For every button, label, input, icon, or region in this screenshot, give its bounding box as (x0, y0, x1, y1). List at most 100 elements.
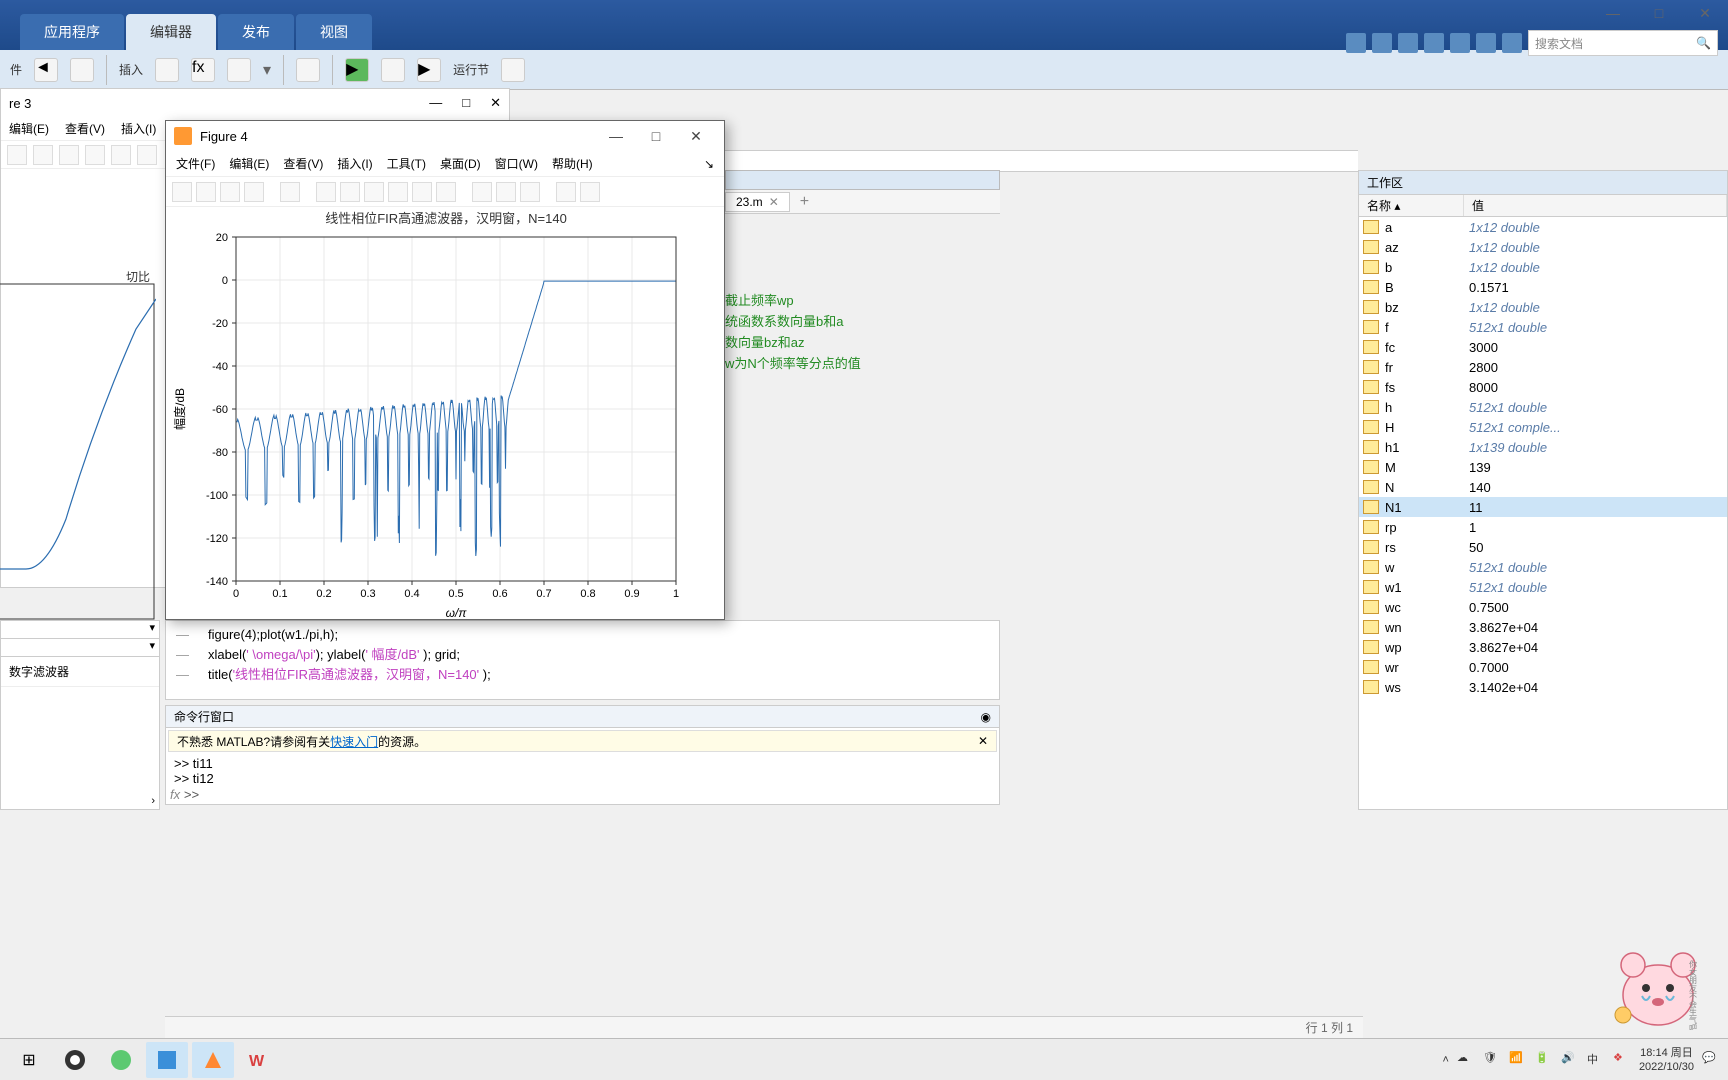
fig4-zoomin-icon[interactable] (316, 182, 336, 202)
ws-row[interactable]: M 139 (1359, 457, 1727, 477)
fig4-menu-window[interactable]: 窗口(W) (495, 155, 538, 172)
tray-ime[interactable]: 中 (1587, 1051, 1605, 1069)
search-input[interactable]: 搜索文档 🔍 (1528, 30, 1718, 56)
tray-battery[interactable]: 🔋 (1535, 1051, 1553, 1069)
left-panel-expand[interactable]: › (151, 795, 155, 807)
fig3-close[interactable]: ✕ (490, 95, 501, 111)
ws-row[interactable]: fs 8000 (1359, 377, 1727, 397)
run-icon[interactable]: ▶ (345, 58, 369, 82)
fig3-tool-arrow[interactable] (33, 145, 53, 165)
ws-row[interactable]: N1 11 (1359, 497, 1727, 517)
ws-row[interactable]: w1 512x1 double (1359, 577, 1727, 597)
fig3-tool-rotate[interactable] (137, 145, 157, 165)
info-icon[interactable] (1502, 33, 1522, 53)
tab-view[interactable]: 视图 (296, 14, 372, 50)
layout-icon[interactable] (1476, 33, 1496, 53)
tray-wifi[interactable]: 📶 (1509, 1051, 1527, 1069)
ws-row[interactable]: h 512x1 double (1359, 397, 1727, 417)
left-panel-item[interactable]: 数字滤波器 (1, 657, 159, 687)
left-panel-dropdown[interactable]: ▾ (1, 621, 159, 639)
tab-app[interactable]: 应用程序 (20, 14, 124, 50)
editor-tab-file[interactable]: 23.m✕ (725, 192, 790, 212)
task-matlab[interactable] (192, 1042, 234, 1078)
help-icon[interactable] (1450, 33, 1470, 53)
tray-app[interactable]: ❖ (1613, 1051, 1631, 1069)
insert-section-icon[interactable] (155, 58, 179, 82)
fig3-tool-pan[interactable] (111, 145, 131, 165)
run-advance-icon[interactable] (381, 58, 405, 82)
ws-header-name[interactable]: 名称 ▴ (1359, 195, 1464, 216)
ws-row[interactable]: h1 1x139 double (1359, 437, 1727, 457)
fig4-menu-desktop[interactable]: 桌面(D) (440, 155, 481, 172)
fig4-link-icon[interactable] (472, 182, 492, 202)
fig4-minimize[interactable]: — (596, 122, 636, 150)
ws-row[interactable]: bz 1x12 double (1359, 297, 1727, 317)
fig4-maximize[interactable]: □ (636, 122, 676, 150)
editor-tab-close[interactable]: ✕ (769, 195, 779, 209)
tray-up-icon[interactable]: ˄ (1443, 1054, 1449, 1066)
fig4-datatip-icon[interactable] (412, 182, 432, 202)
fig4-dock2-icon[interactable] (580, 182, 600, 202)
format-icon[interactable] (227, 58, 251, 82)
fig4-print-icon[interactable] (244, 182, 264, 202)
ws-row[interactable]: a 1x12 double (1359, 217, 1727, 237)
ws-row[interactable]: fr 2800 (1359, 357, 1727, 377)
fig4-dock1-icon[interactable] (556, 182, 576, 202)
fig4-colorbar-icon[interactable] (496, 182, 516, 202)
run-section-icon[interactable]: ▶ (417, 58, 441, 82)
ws-row[interactable]: ws 3.1402e+04 (1359, 677, 1727, 697)
cmd-banner-close[interactable]: ✕ (978, 734, 988, 748)
ws-row[interactable]: H 512x1 comple... (1359, 417, 1727, 437)
app-minimize[interactable]: — (1590, 0, 1636, 26)
copy-icon[interactable] (1372, 33, 1392, 53)
fig3-tool-zoom-out[interactable] (85, 145, 105, 165)
ws-row[interactable]: wp 3.8627e+04 (1359, 637, 1727, 657)
tab-publish[interactable]: 发布 (218, 14, 294, 50)
fig3-menu-insert[interactable]: 插入(I) (121, 120, 156, 137)
tab-editor[interactable]: 编辑器 (126, 14, 216, 50)
save-icon[interactable] (1346, 33, 1366, 53)
fig3-menu-edit[interactable]: 编辑(E) (9, 120, 49, 137)
fig4-menu-edit[interactable]: 编辑(E) (229, 155, 269, 172)
ws-row[interactable]: b 1x12 double (1359, 257, 1727, 277)
fig4-legend-icon[interactable] (520, 182, 540, 202)
tray-notifications[interactable]: 💬 (1702, 1051, 1720, 1069)
ws-row[interactable]: f 512x1 double (1359, 317, 1727, 337)
app-maximize[interactable]: □ (1636, 0, 1682, 26)
fig4-pointer-icon[interactable] (280, 182, 300, 202)
tray-onedrive[interactable]: ☁ (1457, 1051, 1475, 1069)
task-start[interactable]: ⊞ (8, 1042, 50, 1078)
fwd-icon[interactable] (70, 58, 94, 82)
fig4-menu-view[interactable]: 查看(V) (283, 155, 323, 172)
fig3-max[interactable]: □ (462, 95, 470, 111)
cmd-quickstart-link[interactable]: 快速入门 (330, 733, 378, 750)
fig3-tool-zoom-in[interactable] (59, 145, 79, 165)
editor-area[interactable]: —figure(4);plot(w1./pi,h); —xlabel(' \om… (165, 620, 1000, 700)
ws-row[interactable]: rs 50 (1359, 537, 1727, 557)
ws-header-value[interactable]: 值 (1464, 195, 1727, 216)
left-panel-dropdown2[interactable]: ▾ (1, 639, 159, 657)
back-icon[interactable]: ◄ (34, 58, 58, 82)
fig4-menu-insert[interactable]: 插入(I) (337, 155, 372, 172)
fx-icon[interactable]: fx (191, 58, 215, 82)
indent-icon[interactable] (296, 58, 320, 82)
fig4-open-icon[interactable] (196, 182, 216, 202)
fig4-new-icon[interactable] (172, 182, 192, 202)
fig4-menu-help[interactable]: 帮助(H) (552, 155, 593, 172)
fig4-menu-file[interactable]: 文件(F) (176, 155, 215, 172)
fig4-rotate-icon[interactable] (388, 182, 408, 202)
ws-row[interactable]: wc 0.7500 (1359, 597, 1727, 617)
fig3-menu-view[interactable]: 查看(V) (65, 120, 105, 137)
tray-shield[interactable]: 🛡 (1483, 1051, 1501, 1069)
fig4-brush-icon[interactable] (436, 182, 456, 202)
undo-icon[interactable] (1398, 33, 1418, 53)
ws-row[interactable]: az 1x12 double (1359, 237, 1727, 257)
fig4-menu-tools[interactable]: 工具(T) (387, 155, 426, 172)
ws-row[interactable]: w 512x1 double (1359, 557, 1727, 577)
task-edge[interactable] (100, 1042, 142, 1078)
run-timer-icon[interactable] (501, 58, 525, 82)
cmd-body[interactable]: >> ti11 >> ti12 (166, 754, 999, 788)
ws-row[interactable]: wr 0.7000 (1359, 657, 1727, 677)
ws-row[interactable]: fc 3000 (1359, 337, 1727, 357)
fig4-close[interactable]: ✕ (676, 122, 716, 150)
